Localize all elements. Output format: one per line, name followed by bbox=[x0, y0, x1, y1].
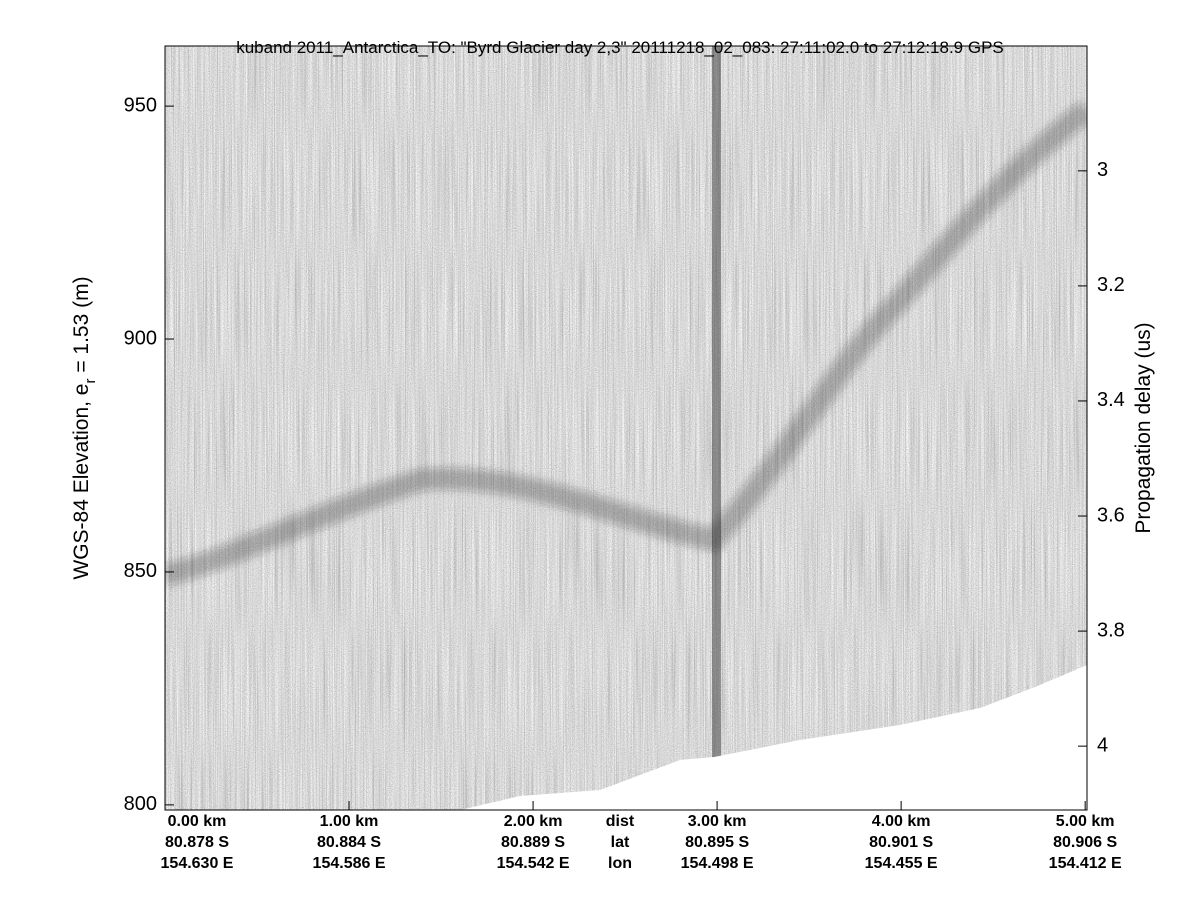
y2-tick-label: 3.4 bbox=[1097, 389, 1125, 411]
x-lat-label: 80.884 S bbox=[317, 834, 381, 851]
x-lat-label: 80.895 S bbox=[685, 834, 749, 851]
x-tick-label: 4.00 km bbox=[872, 813, 931, 830]
x-tick-label: 0.00 km bbox=[168, 813, 227, 830]
x-tick-label: 5.00 km bbox=[1056, 813, 1115, 830]
y2-tick-label: 3.2 bbox=[1097, 274, 1125, 296]
x-tick-label: 2.00 km bbox=[504, 813, 563, 830]
y-tick-label: 950 bbox=[124, 94, 157, 116]
y-label-subscript: r bbox=[82, 379, 99, 384]
y-label-tail: = 1.53 (m) bbox=[70, 276, 93, 378]
x-row-label: lon bbox=[608, 855, 632, 872]
y-tick-label: 800 bbox=[124, 793, 157, 815]
y2-tick-label: 3 bbox=[1097, 159, 1108, 181]
x-row-label: lat bbox=[611, 834, 630, 851]
no-data-area bbox=[460, 665, 1087, 810]
x-lat-label: 80.889 S bbox=[501, 834, 565, 851]
x-lon-label: 154.542 E bbox=[497, 855, 570, 872]
y-tick-label: 900 bbox=[124, 327, 157, 349]
x-lat-label: 80.906 S bbox=[1053, 834, 1117, 851]
dark-stripe bbox=[712, 46, 721, 762]
bed-reflection bbox=[165, 101, 1087, 586]
plot-frame bbox=[164, 45, 1088, 811]
x-row-label: dist bbox=[606, 813, 635, 830]
y2-tick-label: 3.8 bbox=[1097, 619, 1125, 641]
x-lat-label: 80.878 S bbox=[165, 834, 229, 851]
x-tick-label: 3.00 km bbox=[688, 813, 747, 830]
y2-tick-label: 3.6 bbox=[1097, 504, 1125, 526]
x-tick-label: 1.00 km bbox=[320, 813, 379, 830]
y2-axis-label: Propagation delay (us) bbox=[1132, 322, 1155, 533]
x-lon-label: 154.586 E bbox=[313, 855, 386, 872]
y-axis-label: WGS-84 Elevation, er = 1.53 (m) bbox=[70, 276, 99, 579]
echogram-image bbox=[165, 46, 1087, 810]
x-lon-label: 154.498 E bbox=[681, 855, 754, 872]
y-tick-label: 850 bbox=[124, 560, 157, 582]
chart-title: kuband 2011_Antarctica_TO: "Byrd Glacier… bbox=[236, 38, 1004, 57]
x-lat-label: 80.901 S bbox=[869, 834, 933, 851]
x-lon-label: 154.630 E bbox=[161, 855, 234, 872]
y2-tick-label: 4 bbox=[1097, 734, 1108, 756]
y-label-main: WGS-84 Elevation, e bbox=[70, 384, 93, 580]
x-lon-label: 154.412 E bbox=[1049, 855, 1122, 872]
x-lon-label: 154.455 E bbox=[865, 855, 938, 872]
